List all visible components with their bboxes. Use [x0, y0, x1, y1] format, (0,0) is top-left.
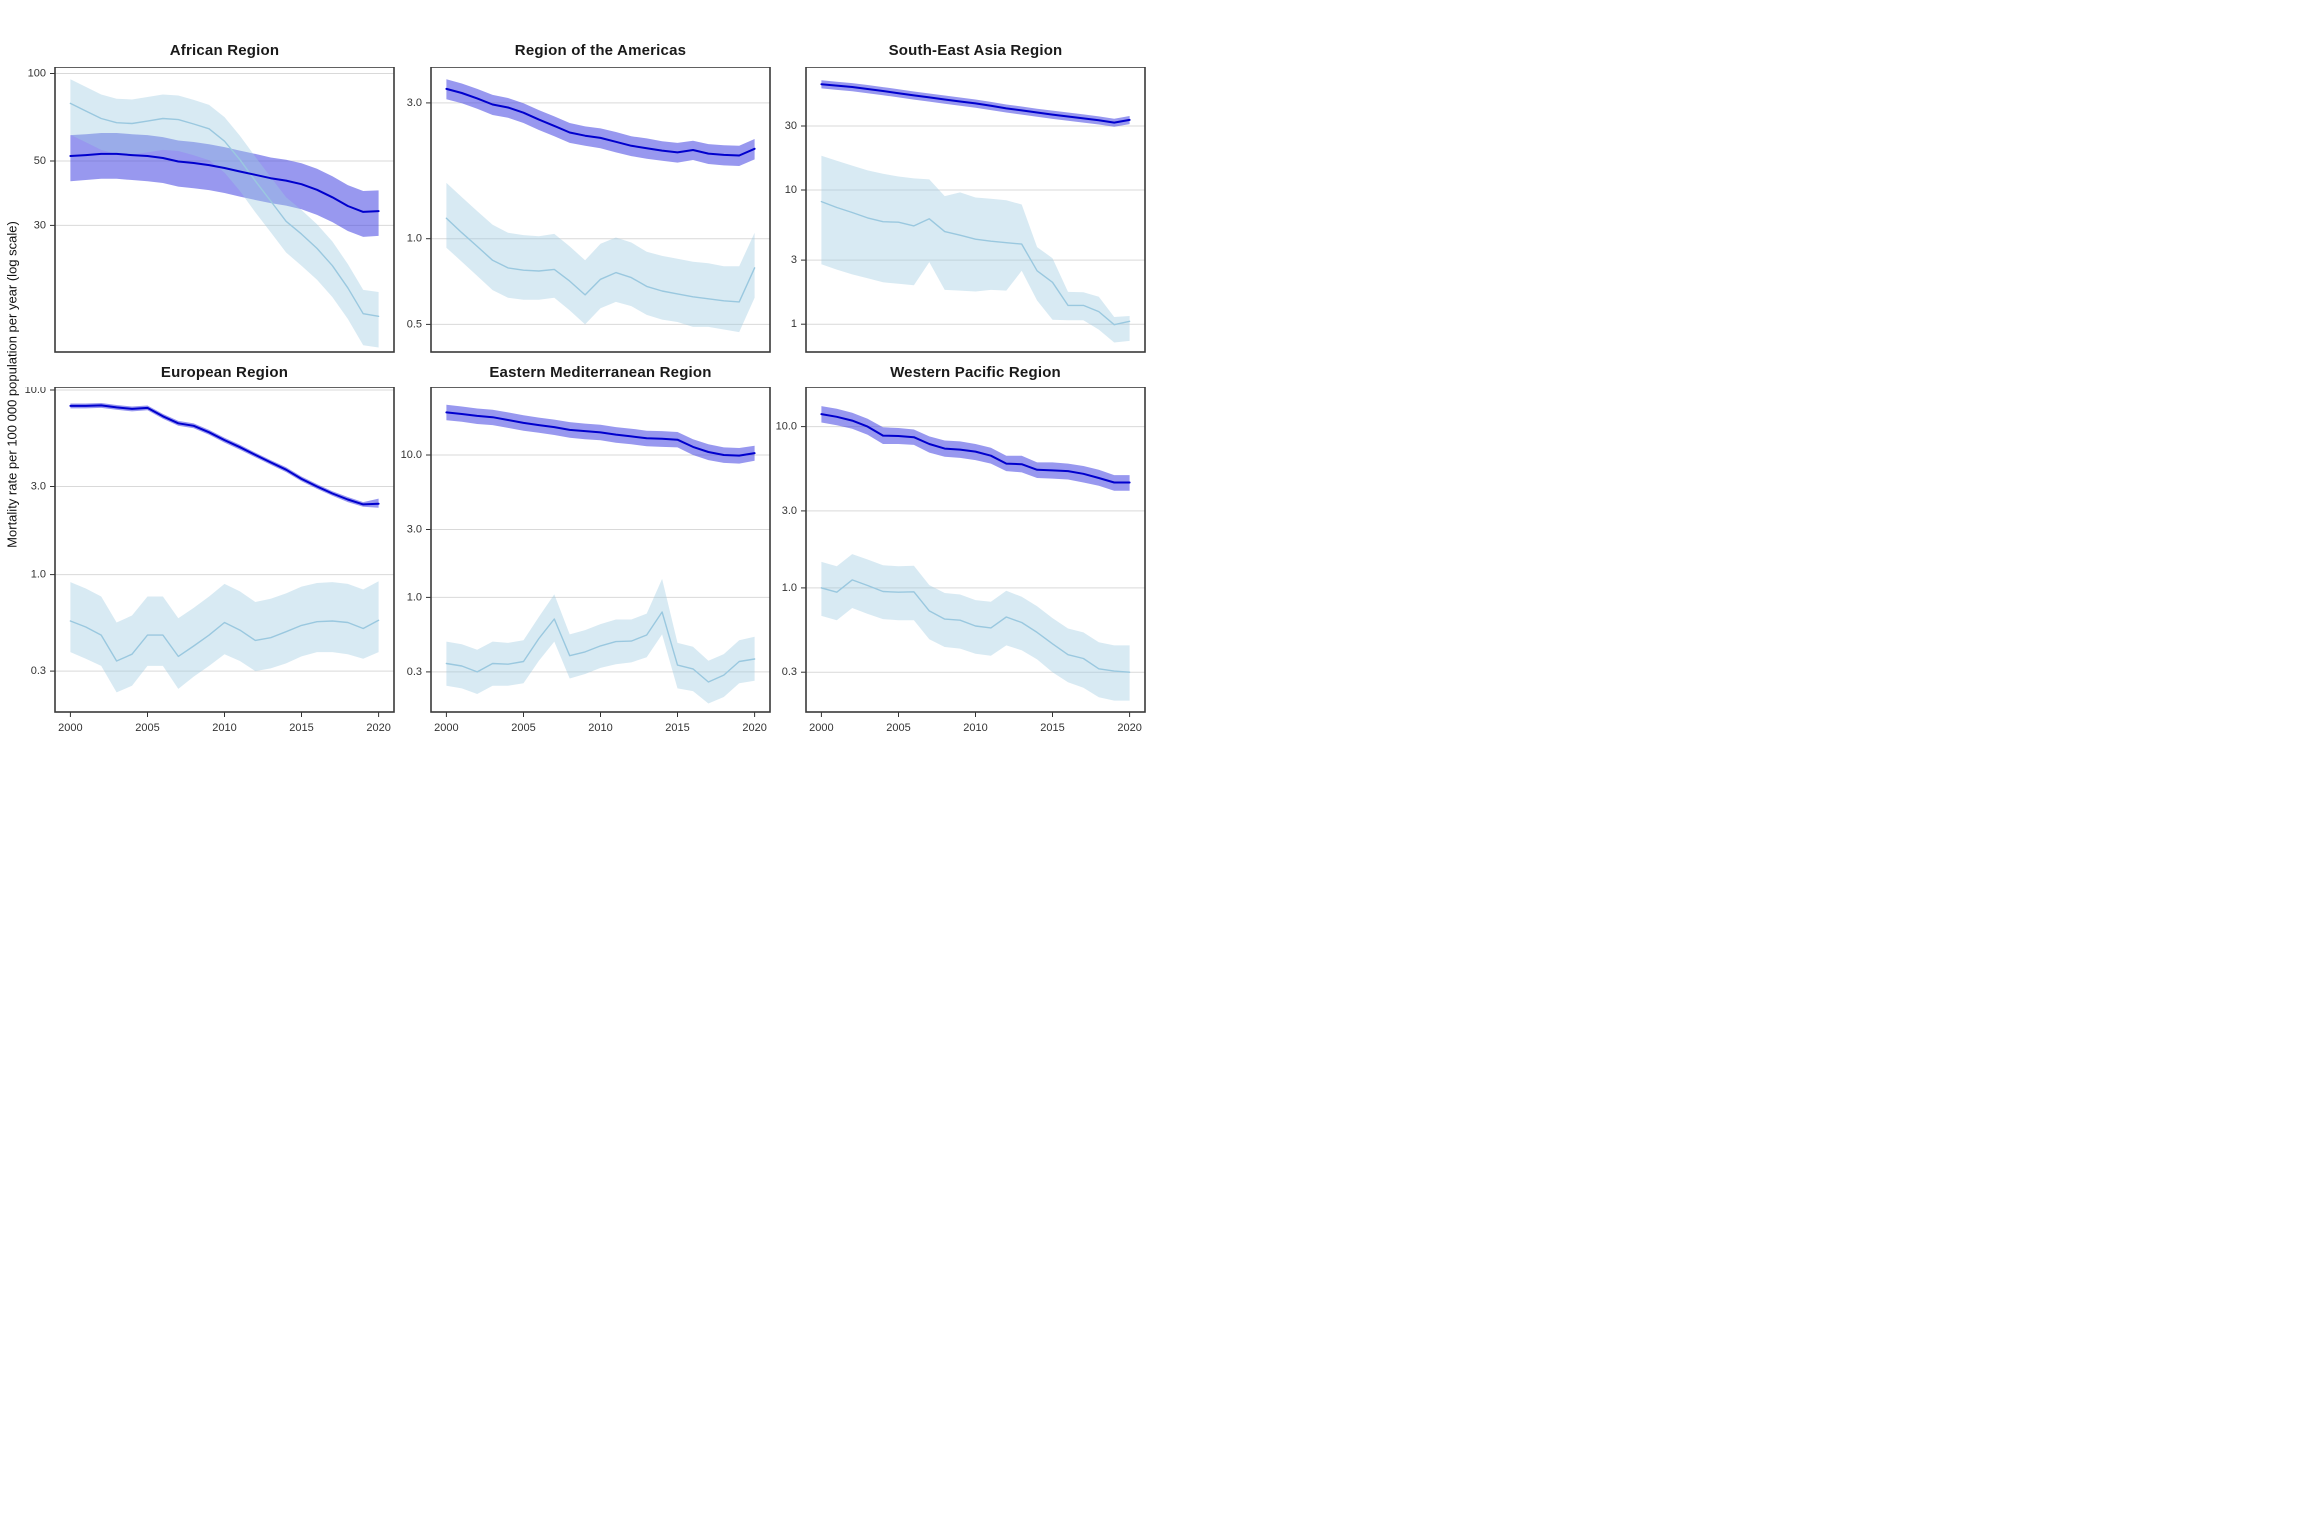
svg-text:30: 30 — [34, 219, 46, 231]
svg-text:1.0: 1.0 — [782, 582, 797, 594]
panel-chart-western-pacific: 10.0 3.0 1.0 0.3 2000 2005 2010 2015 2020 — [776, 387, 1146, 734]
panel-chart-eastern-mediterranean: 10.0 3.0 1.0 0.3 2000 2005 2010 2015 2020 — [401, 387, 771, 734]
svg-text:2015: 2015 — [665, 722, 689, 734]
svg-text:0.3: 0.3 — [782, 666, 797, 678]
svg-text:2000: 2000 — [809, 722, 833, 734]
panel-title-eastern-mediterranean: Eastern Mediterranean Region — [489, 364, 712, 381]
svg-text:2020: 2020 — [366, 722, 390, 734]
svg-text:3.0: 3.0 — [31, 480, 46, 492]
svg-text:10.0: 10.0 — [776, 421, 797, 433]
panel-chart-african-region: 100 50 30 — [28, 67, 395, 353]
svg-text:2020: 2020 — [1117, 722, 1141, 734]
svg-text:10.0: 10.0 — [25, 387, 46, 396]
svg-text:1.0: 1.0 — [31, 569, 46, 581]
svg-text:3: 3 — [791, 254, 797, 266]
panel-chart-south-east-asia: 30 10 3 1 — [785, 67, 1146, 353]
svg-text:3.0: 3.0 — [407, 523, 422, 535]
panel-title-region-of-americas: Region of the Americas — [514, 42, 687, 59]
svg-text:10: 10 — [785, 184, 797, 196]
svg-text:100: 100 — [28, 67, 46, 79]
svg-text:2020: 2020 — [742, 722, 766, 734]
mortality-rate-facet-figure: Mortality rate per 100 000 population pe… — [0, 0, 1152, 768]
svg-text:2015: 2015 — [1040, 722, 1064, 734]
svg-text:2005: 2005 — [511, 722, 535, 734]
svg-text:1.0: 1.0 — [407, 591, 422, 603]
svg-text:2010: 2010 — [212, 722, 236, 734]
svg-text:2010: 2010 — [588, 722, 612, 734]
svg-text:30: 30 — [785, 120, 797, 132]
svg-text:2005: 2005 — [135, 722, 159, 734]
svg-text:2005: 2005 — [886, 722, 910, 734]
svg-text:1.0: 1.0 — [407, 233, 422, 245]
svg-text:50: 50 — [34, 155, 46, 167]
panel-title-western-pacific: Western Pacific Region — [890, 364, 1061, 381]
svg-text:2000: 2000 — [434, 722, 458, 734]
svg-text:2010: 2010 — [963, 722, 987, 734]
panel-title-south-east-asia: South-East Asia Region — [888, 42, 1063, 59]
svg-text:0.3: 0.3 — [407, 666, 422, 678]
svg-text:2015: 2015 — [289, 722, 313, 734]
svg-text:3.0: 3.0 — [782, 505, 797, 517]
panel-chart-european-region: 10.0 3.0 1.0 0.3 2000 2005 2010 2015 2020 — [25, 387, 395, 734]
svg-text:1: 1 — [791, 318, 797, 330]
panel-title-european-region: European Region — [160, 364, 289, 381]
svg-text:0.3: 0.3 — [31, 665, 46, 677]
panel-chart-region-of-americas: 3.0 1.0 0.5 — [407, 67, 771, 353]
svg-text:3.0: 3.0 — [407, 97, 422, 109]
svg-text:2000: 2000 — [58, 722, 82, 734]
svg-text:10.0: 10.0 — [401, 449, 422, 461]
svg-text:0.5: 0.5 — [407, 318, 422, 330]
panel-title-african-region: African Region — [169, 42, 280, 59]
